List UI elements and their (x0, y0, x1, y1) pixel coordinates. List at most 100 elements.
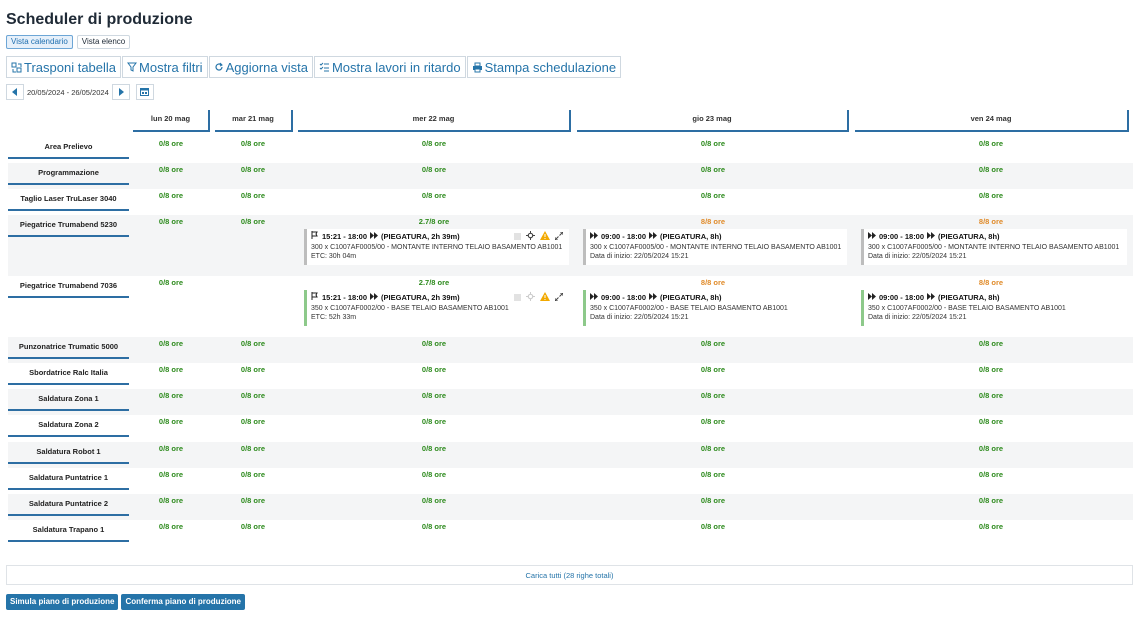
capacity-hours: 0/8 ore (421, 444, 447, 453)
capacity-hours: 0/8 ore (240, 339, 266, 348)
fast-forward-icon (649, 231, 658, 241)
job-card[interactable]: 15:21 - 18:00 (PIEGATURA, 2h 39m) 300 x C1… (304, 229, 569, 265)
refresh-button[interactable]: Aggiorna vista (208, 56, 313, 78)
transpose-icon (11, 62, 22, 73)
filters-button[interactable]: Mostra filtri (122, 56, 208, 78)
capacity-hours: 0/8 ore (158, 496, 184, 505)
calendar-view-button[interactable]: Vista calendario (6, 35, 73, 49)
date-navigator: 20/05/2024 - 26/05/2024 (6, 84, 154, 100)
day-header: lun 20 mag (133, 110, 210, 132)
calendar-picker-button[interactable] (135, 83, 154, 101)
job-detail: Data di inizio: 22/05/2024 15:21 (868, 253, 967, 260)
fast-forward-icon (370, 231, 379, 241)
resource-name: Piegatrice Trumabend 7036 (8, 276, 129, 298)
job-actions (514, 292, 564, 303)
late-jobs-button[interactable]: Mostra lavori in ritardo (313, 56, 466, 78)
toolbar: Trasponi tabella Mostra filtri Aggiorna … (6, 56, 622, 78)
lock-icon[interactable] (514, 294, 521, 301)
job-header: 09:00 - 18:00 (PIEGATURA, 8h) (590, 292, 847, 302)
resource-row: Saldatura Trapano 1 0/8 ore 0/8 ore 0/8 ore… (8, 520, 1133, 546)
capacity-hours: 0/8 ore (240, 139, 266, 148)
fast-forward-icon (868, 292, 876, 302)
resource-name: Area Prelievo (8, 137, 129, 159)
footer-actions: Simula piano di produzione Conferma pian… (6, 594, 246, 610)
capacity-hours: 0/8 ore (240, 191, 266, 200)
settings-icon[interactable] (526, 292, 535, 303)
capacity-hours: 0/8 ore (158, 217, 184, 226)
capacity-hours: 0/8 ore (700, 391, 726, 400)
print-button[interactable]: Stampa schedulazione (466, 56, 622, 78)
resource-name: Programmazione (8, 163, 129, 185)
job-card[interactable]: 09:00 - 18:00 (PIEGATURA, 8h) 300 x C1007A… (583, 229, 847, 265)
resource-name: Saldatura Robot 1 (8, 442, 129, 464)
capacity-hours: 0/8 ore (700, 339, 726, 348)
job-card[interactable]: 09:00 - 18:00 (PIEGATURA, 8h) 350 x C1007A… (583, 290, 847, 326)
page-title: Scheduler di produzione (6, 11, 193, 28)
job-time: 09:00 - 18:00 (601, 231, 647, 241)
capacity-hours: 0/8 ore (421, 470, 447, 479)
capacity-hours: 0/8 ore (978, 496, 1004, 505)
filter-icon (127, 62, 138, 72)
capacity-hours: 0/8 ore (421, 417, 447, 426)
job-detail: Data di inizio: 22/05/2024 15:21 (590, 253, 689, 260)
print-icon (472, 62, 483, 73)
expand-icon[interactable] (554, 231, 564, 242)
resource-name: Saldatura Trapano 1 (8, 520, 129, 542)
capacity-hours: 0/8 ore (158, 278, 184, 287)
load-all-link[interactable]: Carica tutti (28 righe totali) (6, 565, 1133, 585)
capacity-hours: 0/8 ore (421, 522, 447, 531)
resource-name: Piegatrice Trumabend 5230 (8, 215, 129, 237)
capacity-hours: 0/8 ore (700, 470, 726, 479)
warning-icon[interactable] (540, 292, 550, 303)
capacity-hours: 0/8 ore (158, 470, 184, 479)
date-range[interactable]: 20/05/2024 - 26/05/2024 (27, 87, 109, 97)
list-check-icon (319, 62, 330, 73)
resource-name: Saldatura Puntatrice 1 (8, 468, 129, 490)
capacity-hours: 0/8 ore (240, 496, 266, 505)
job-detail: ETC: 30h 04m (311, 253, 357, 260)
capacity-hours: 0/8 ore (978, 339, 1004, 348)
next-week-button[interactable] (111, 84, 130, 100)
transpose-label: Trasponi tabella (24, 59, 117, 75)
day-header: gio 23 mag (577, 110, 849, 132)
fast-forward-icon (927, 292, 936, 302)
resource-row: Punzonatrice Trumatic 5000 0/8 ore 0/8 ore… (8, 337, 1133, 363)
job-card[interactable]: 09:00 - 18:00 (PIEGATURA, 8h) 350 x C1007A… (861, 290, 1127, 326)
settings-icon[interactable] (526, 231, 535, 242)
capacity-hours: 0/8 ore (158, 365, 184, 374)
job-description: 300 x C1007AF0005/00 - MONTANTE INTERNO … (311, 244, 563, 251)
flag-icon (311, 292, 319, 302)
transpose-button[interactable]: Trasponi tabella (6, 56, 122, 78)
confirm-plan-button[interactable]: Conferma piano di produzione (121, 594, 246, 610)
job-time: 09:00 - 18:00 (879, 292, 925, 302)
calendar-icon (140, 83, 150, 101)
resource-row: Piegatrice Trumabend 5230 0/8 ore 0/8 ore 2… (8, 215, 1133, 276)
previous-week-button[interactable] (6, 84, 24, 100)
capacity-hours: 0/8 ore (421, 391, 447, 400)
resource-row: Saldatura Zona 1 0/8 ore 0/8 ore 0/8 ore 0/8… (8, 389, 1133, 415)
job-card[interactable]: 09:00 - 18:00 (PIEGATURA, 8h) 300 x C1007A… (861, 229, 1127, 265)
capacity-hours: 0/8 ore (421, 496, 447, 505)
job-operation: (PIEGATURA, 2h 39m) (381, 292, 460, 302)
list-view-button[interactable]: Vista elenco (76, 35, 131, 49)
simulate-plan-button[interactable]: Simula piano di produzione (6, 594, 119, 610)
capacity-hours: 0/8 ore (978, 417, 1004, 426)
fast-forward-icon (590, 231, 598, 241)
job-actions (514, 231, 564, 242)
expand-icon[interactable] (554, 292, 564, 303)
resource-name: Saldatura Zona 2 (8, 415, 129, 437)
filters-label: Mostra filtri (139, 59, 203, 75)
job-header: 15:21 - 18:00 (PIEGATURA, 2h 39m) (311, 231, 569, 241)
lock-icon[interactable] (514, 233, 521, 240)
resource-name: Punzonatrice Trumatic 5000 (8, 337, 129, 359)
warning-icon[interactable] (540, 231, 550, 242)
capacity-hours: 0/8 ore (700, 165, 726, 174)
job-description: 300 x C1007AF0005/00 - MONTANTE INTERNO … (590, 244, 842, 251)
capacity-hours: 0/8 ore (158, 191, 184, 200)
capacity-hours: 0/8 ore (158, 444, 184, 453)
job-card[interactable]: 15:21 - 18:00 (PIEGATURA, 2h 39m) 350 x C1… (304, 290, 569, 326)
capacity-hours: 0/8 ore (158, 522, 184, 531)
capacity-hours: 0/8 ore (240, 522, 266, 531)
resource-name: Sbordatrice Ralc Italia (8, 363, 129, 385)
capacity-hours: 0/8 ore (240, 217, 266, 226)
